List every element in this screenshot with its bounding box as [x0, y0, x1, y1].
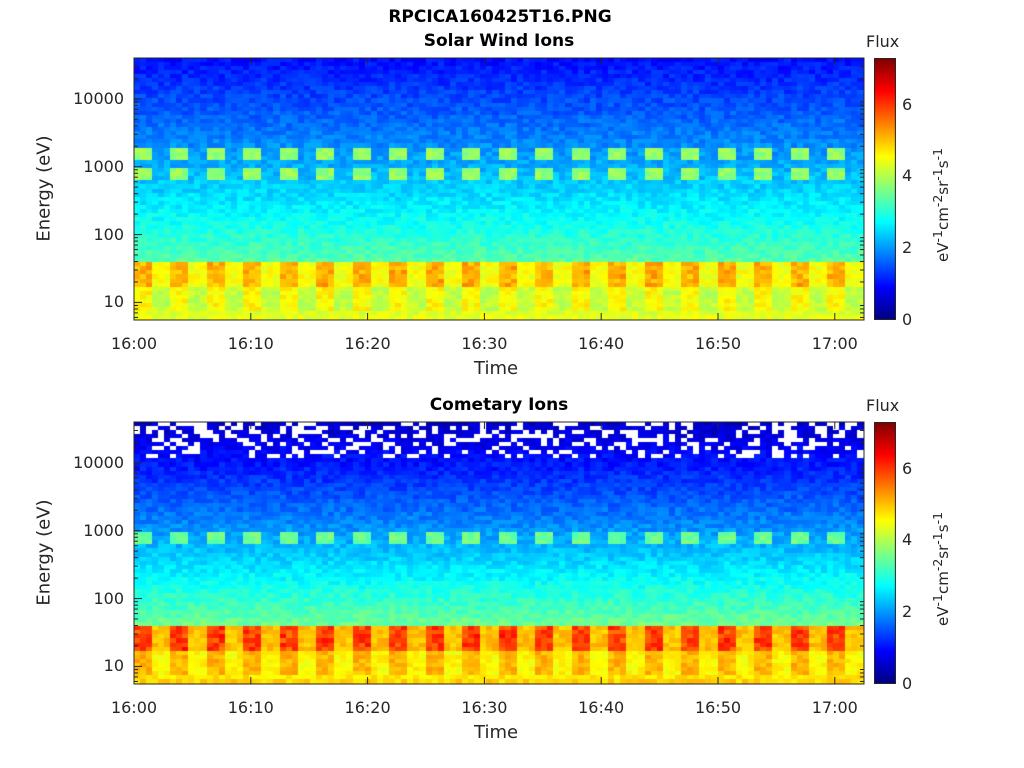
y-tick-label: 1000	[83, 156, 124, 176]
y-tick-label: 1000	[83, 520, 124, 540]
plot-border	[133, 421, 865, 685]
plot-border	[133, 57, 865, 321]
y-tick-label: 10	[103, 292, 124, 312]
x-tick-label: 16:50	[694, 334, 742, 353]
x-tick-label: 17:00	[811, 698, 858, 717]
heatmap-cometary	[134, 422, 864, 684]
colorbar-unit-cometary: eV-1cm-2sr-1s-1	[930, 511, 952, 626]
colorbar-tick-label: 4	[902, 530, 913, 550]
x-axis-label-solar-wind: Time	[474, 358, 519, 379]
x-tick-label: 16:30	[461, 698, 508, 717]
x-tick-label: 16:00	[110, 334, 158, 353]
heatmap-solar-wind	[134, 58, 864, 320]
colorbar-tick-label: 0	[902, 674, 913, 693]
panel-title-solar-wind: Solar Wind Ions	[423, 31, 575, 51]
y-tick-label: 10	[103, 656, 124, 676]
x-tick-label: 17:00	[811, 334, 858, 353]
y-tick-label: 10000	[73, 452, 124, 472]
colorbar-solar-wind	[874, 58, 896, 320]
colorbar-cometary	[874, 422, 896, 684]
x-tick-label: 16:20	[344, 334, 391, 353]
y-tick-label: 100	[93, 588, 124, 608]
colorbar-tick-label: 2	[902, 238, 913, 258]
x-tick-label: 16:10	[227, 698, 274, 717]
y-tick-label: 10000	[73, 88, 124, 108]
colorbar-tick-label: 0	[902, 310, 913, 329]
colorbar-tick-label: 2	[902, 602, 913, 622]
x-axis-label-cometary: Time	[474, 722, 519, 743]
panel-title-cometary: Cometary Ions	[429, 395, 569, 415]
colorbar-tick-label: 6	[902, 94, 913, 114]
colorbar-title-cometary: Flux	[866, 396, 900, 415]
colorbar-tick-label: 6	[902, 458, 913, 478]
x-tick-label: 16:30	[461, 334, 508, 353]
x-tick-label: 16:20	[344, 698, 391, 717]
colorbar-title-solar-wind: Flux	[866, 32, 900, 51]
figure-title: RPCICA160425T16.PNG	[388, 7, 612, 27]
x-tick-label: 16:00	[110, 698, 158, 717]
x-tick-label: 16:10	[227, 334, 274, 353]
x-tick-label: 16:50	[694, 698, 742, 717]
x-tick-label: 16:40	[578, 698, 625, 717]
x-tick-label: 16:40	[578, 334, 625, 353]
y-tick-label: 100	[93, 224, 124, 244]
y-axis-label-cometary: Energy (eV)	[33, 499, 55, 606]
colorbar-tick-label: 4	[902, 166, 913, 186]
